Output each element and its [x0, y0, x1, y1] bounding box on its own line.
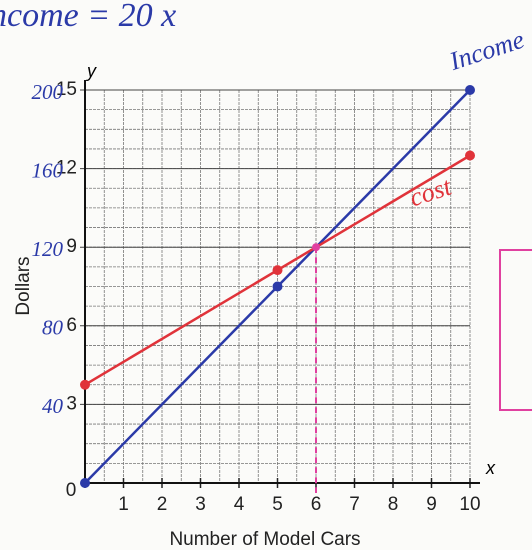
x-tick-label: 9 [426, 494, 437, 515]
handwritten-y-label: 40 [42, 394, 64, 418]
data-point [273, 282, 283, 292]
legend-label: Income [445, 25, 528, 77]
x-axis-letter: x [485, 458, 496, 478]
data-point [273, 265, 283, 275]
handwritten-box [500, 250, 532, 410]
x-tick-label: 3 [195, 494, 206, 515]
x-tick-label: 5 [272, 494, 283, 515]
y-tick-label: 6 [66, 315, 77, 336]
data-point [465, 151, 475, 161]
x-axis-label: Number of Model Cars [169, 529, 360, 550]
handwritten-y-label: 120 [32, 237, 64, 261]
handwritten-y-label: 80 [42, 316, 64, 340]
y-tick-label: 9 [66, 236, 77, 257]
intersection-dot [312, 243, 320, 251]
x-tick-label: 10 [459, 494, 480, 515]
handwritten-y-label: 160 [32, 158, 64, 182]
y-axis-letter: y [85, 61, 97, 81]
data-point [465, 85, 475, 95]
x-tick-label: 6 [311, 494, 322, 515]
legend-label: cost [406, 172, 456, 213]
origin-label: 0 [66, 480, 77, 501]
chart: ncome = 20 x Number of Model Cars Dollar… [0, 0, 532, 550]
x-tick-label: 4 [234, 494, 245, 515]
handwritten-y-label: 200 [32, 80, 64, 104]
x-tick-label: 1 [118, 494, 129, 515]
data-point [80, 380, 90, 390]
handwritten-title: ncome = 20 x [0, 0, 176, 34]
data-point [80, 478, 90, 488]
x-tick-label: 7 [349, 494, 360, 515]
y-tick-label: 3 [66, 393, 77, 414]
y-axis-label: Dollars [13, 256, 34, 315]
x-tick-label: 8 [388, 494, 399, 515]
x-tick-label: 2 [157, 494, 168, 515]
